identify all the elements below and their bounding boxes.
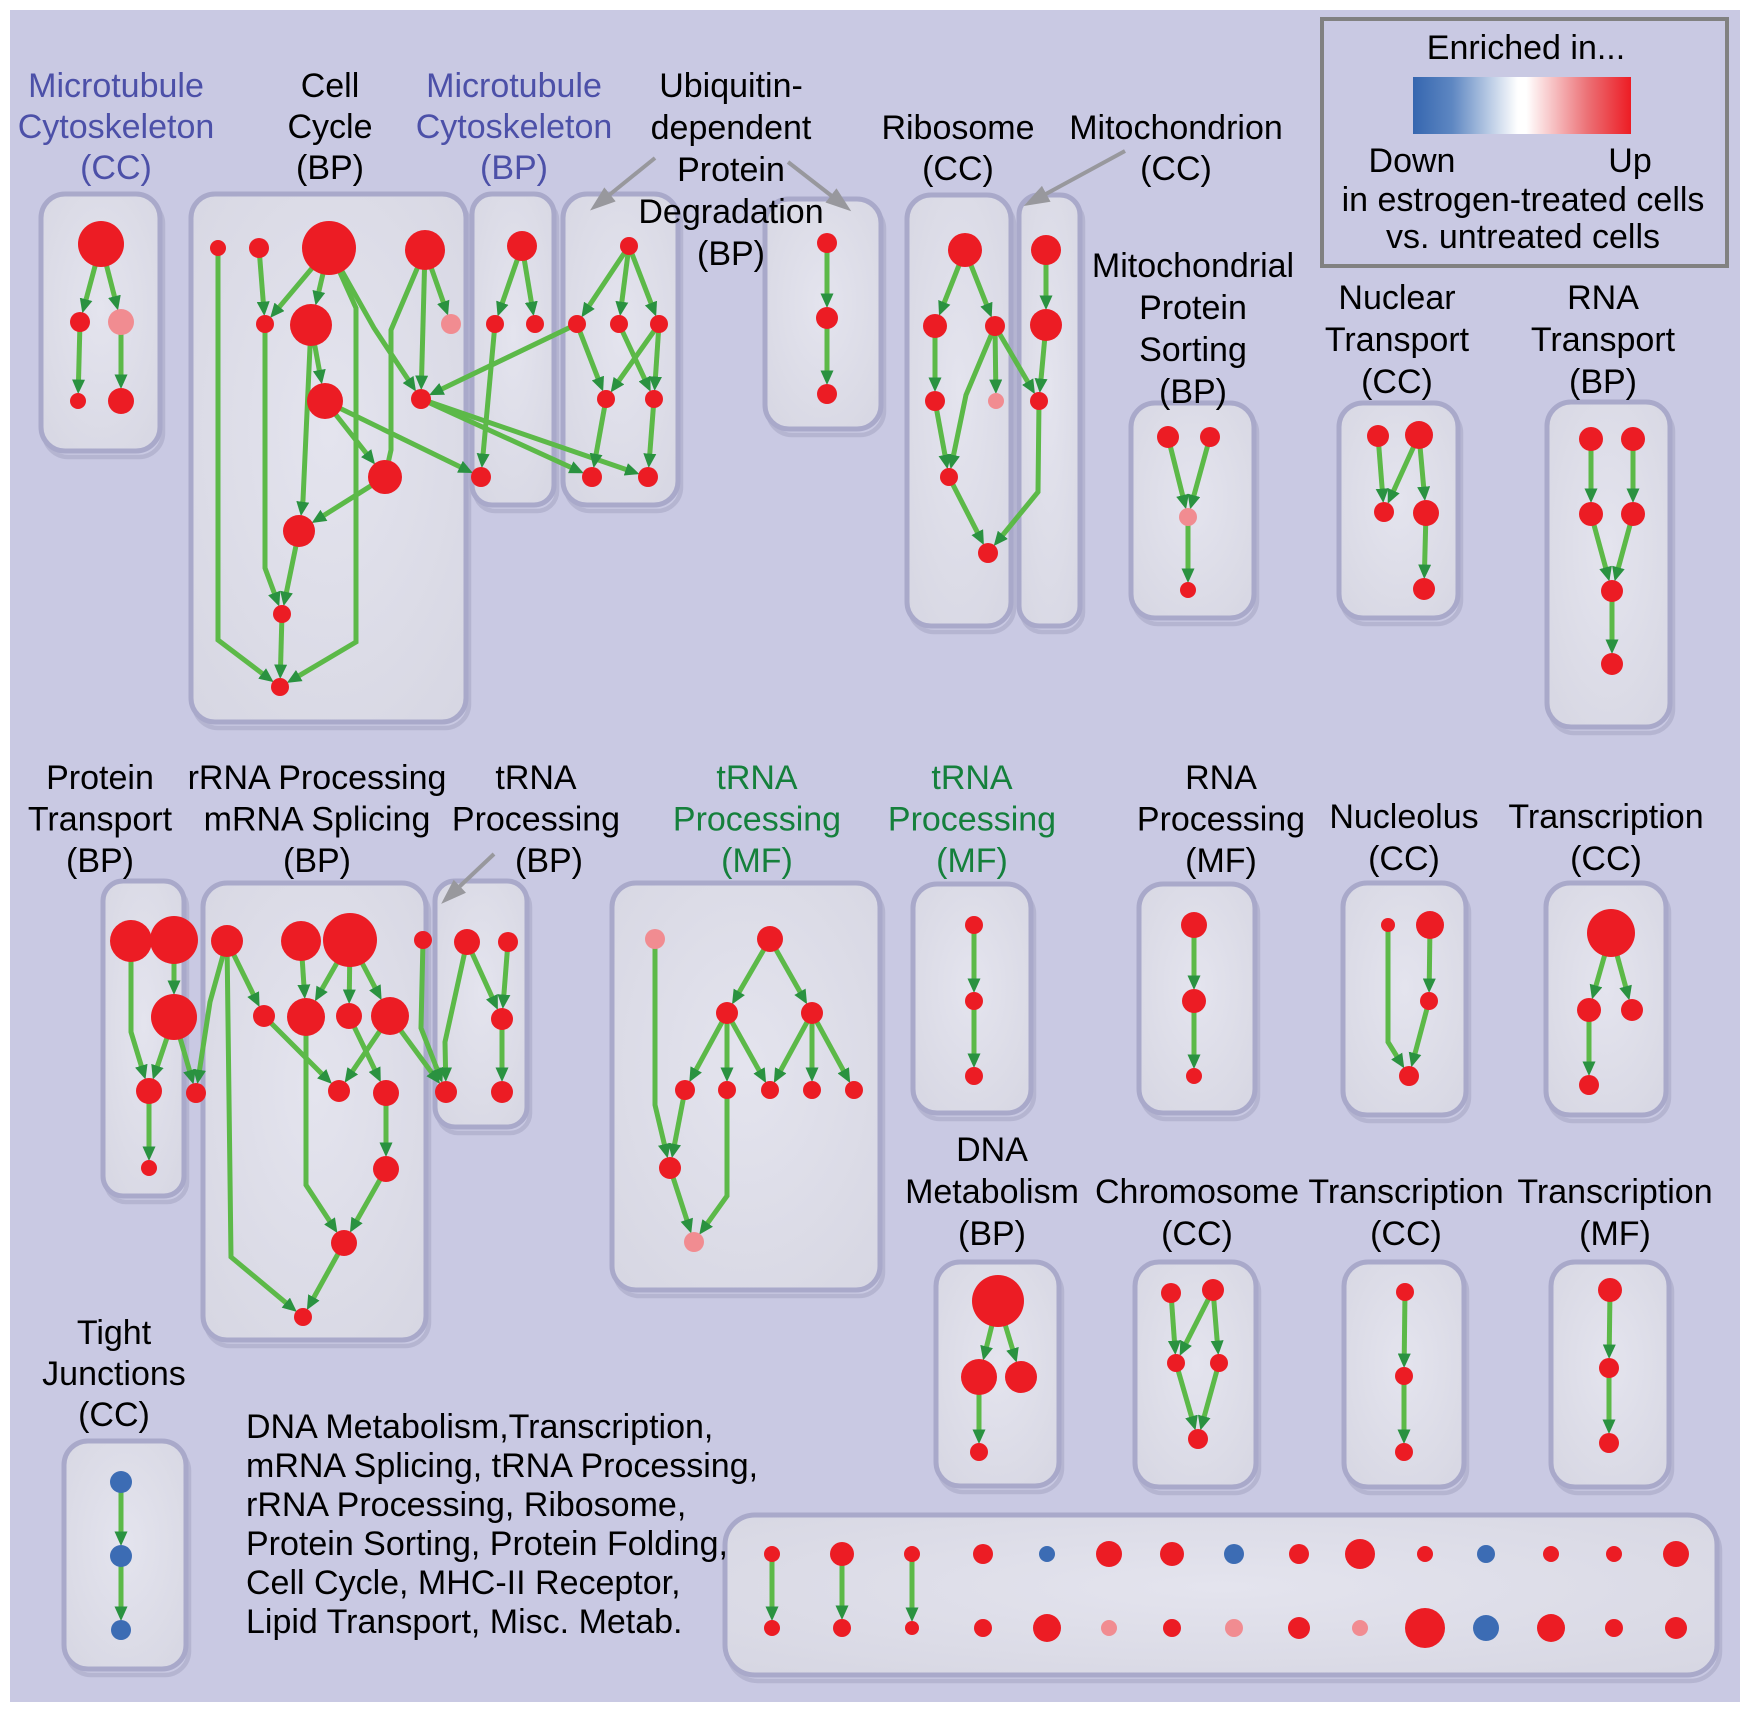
svg-text:(BP): (BP) [958,1215,1026,1253]
svg-text:(CC): (CC) [1570,840,1642,878]
svg-text:Chromosome: Chromosome [1095,1173,1299,1211]
svg-text:Ubiquitin-: Ubiquitin- [659,67,803,105]
svg-text:Transport: Transport [1531,321,1676,359]
svg-text:tRNA: tRNA [495,759,577,797]
svg-text:tRNA: tRNA [931,759,1013,797]
svg-text:mRNA Splicing: mRNA Splicing [204,801,431,839]
svg-text:Processing: Processing [1137,801,1305,839]
svg-text:Mitochondrion: Mitochondrion [1069,109,1283,147]
svg-text:Microtubule: Microtubule [28,67,204,105]
svg-text:(BP): (BP) [296,149,364,187]
svg-text:Mitochondrial: Mitochondrial [1092,247,1294,285]
svg-text:(CC): (CC) [1370,1215,1442,1253]
svg-text:Junctions: Junctions [42,1355,186,1393]
svg-text:(MF): (MF) [936,842,1008,880]
svg-text:(CC): (CC) [1361,363,1433,401]
svg-text:Processing: Processing [452,801,620,839]
svg-text:Protein: Protein [1139,289,1247,327]
svg-text:Microtubule: Microtubule [426,67,602,105]
svg-text:(BP): (BP) [283,842,351,880]
svg-text:Cycle: Cycle [287,108,372,146]
svg-text:Ribosome: Ribosome [881,109,1034,147]
svg-text:dependent: dependent [651,109,812,147]
svg-text:RNA: RNA [1185,759,1257,797]
svg-text:in estrogen-treated cells: in estrogen-treated cells [1342,181,1705,219]
svg-text:(MF): (MF) [1579,1215,1651,1253]
svg-text:(BP): (BP) [1159,373,1227,411]
svg-text:Processing: Processing [888,801,1056,839]
svg-text:Lipid Transport, Misc. Metab.: Lipid Transport, Misc. Metab. [246,1603,683,1641]
svg-text:DNA: DNA [956,1131,1028,1169]
svg-text:Protein: Protein [46,759,154,797]
svg-text:Processing: Processing [673,801,841,839]
svg-text:(CC): (CC) [1161,1215,1233,1253]
svg-text:Transport: Transport [28,801,173,839]
svg-text:vs. untreated cells: vs. untreated cells [1386,218,1660,256]
svg-text:Protein: Protein [677,151,785,189]
svg-text:rRNA Processing, Ribosome,: rRNA Processing, Ribosome, [246,1486,686,1524]
svg-text:Nucleolus: Nucleolus [1329,798,1478,836]
svg-text:(CC): (CC) [922,150,994,188]
svg-text:DNA Metabolism,Transcription,: DNA Metabolism,Transcription, [246,1408,713,1446]
svg-text:mRNA Splicing, tRNA Processing: mRNA Splicing, tRNA Processing, [246,1447,758,1485]
svg-text:rRNA Processing: rRNA Processing [188,759,447,797]
svg-text:(CC): (CC) [80,149,152,187]
svg-text:Transcription: Transcription [1517,1173,1712,1211]
svg-text:RNA: RNA [1567,279,1639,317]
svg-text:tRNA: tRNA [716,759,798,797]
svg-text:Cell: Cell [301,67,360,105]
svg-text:Cytoskeleton: Cytoskeleton [18,108,215,146]
svg-text:Sorting: Sorting [1139,331,1247,369]
svg-text:Degradation: Degradation [638,193,823,231]
svg-text:Tight: Tight [77,1314,152,1352]
svg-text:Metabolism: Metabolism [905,1173,1079,1211]
svg-text:Enriched in...: Enriched in... [1427,29,1625,67]
svg-text:Protein Sorting, Protein Foldi: Protein Sorting, Protein Folding, [246,1525,728,1563]
svg-text:Cell Cycle, MHC-II Receptor,: Cell Cycle, MHC-II Receptor, [246,1564,681,1602]
svg-text:(BP): (BP) [480,149,548,187]
svg-text:Transport: Transport [1325,321,1470,359]
svg-text:Cytoskeleton: Cytoskeleton [416,108,613,146]
svg-text:(CC): (CC) [78,1396,150,1434]
svg-text:Nuclear: Nuclear [1338,279,1455,317]
svg-text:(BP): (BP) [1569,363,1637,401]
svg-text:(MF): (MF) [1185,842,1257,880]
svg-text:Up: Up [1608,142,1651,180]
svg-text:(BP): (BP) [697,235,765,273]
svg-text:Down: Down [1369,142,1456,180]
svg-text:(CC): (CC) [1140,150,1212,188]
svg-text:Transcription: Transcription [1508,798,1703,836]
svg-text:(BP): (BP) [66,842,134,880]
svg-text:(BP): (BP) [515,842,583,880]
svg-text:Transcription: Transcription [1308,1173,1503,1211]
svg-text:(CC): (CC) [1368,840,1440,878]
svg-text:(MF): (MF) [721,842,793,880]
